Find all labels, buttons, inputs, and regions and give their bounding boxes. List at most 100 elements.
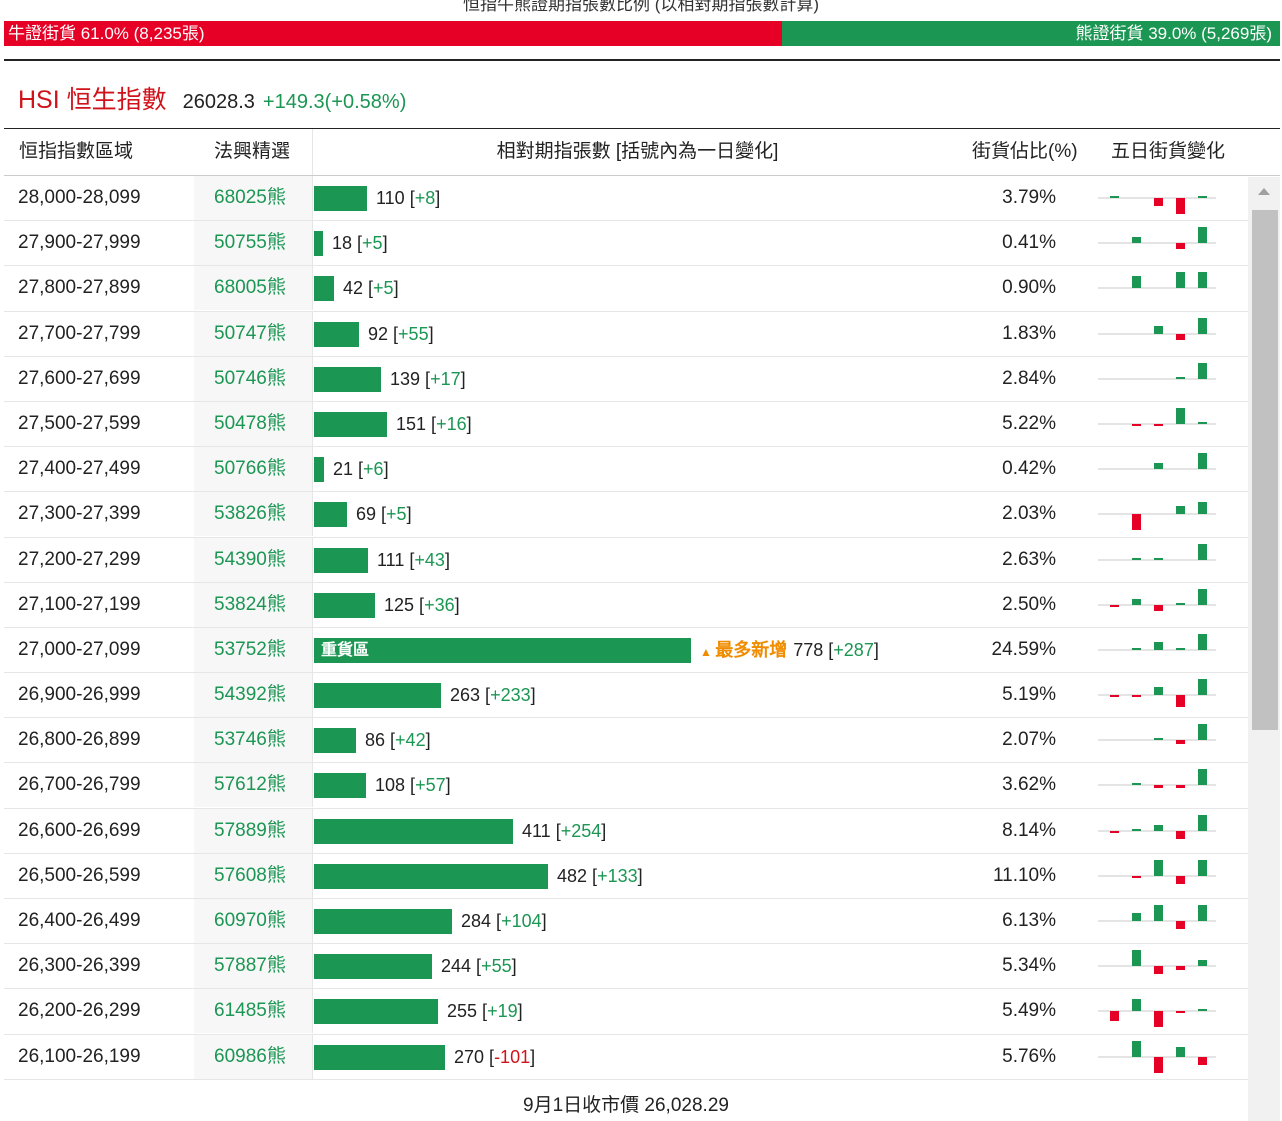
sparkline-bar: [1154, 641, 1163, 650]
sparkline-bar: [1198, 769, 1207, 786]
outstanding-ratio: 5.22%: [1002, 412, 1056, 434]
contracts-cell: 18 [+5]: [312, 221, 952, 266]
warrant-code-link[interactable]: 61485熊: [194, 989, 312, 1034]
one-day-change: +57: [415, 775, 446, 796]
scrollbar-thumb[interactable]: [1252, 210, 1278, 730]
sparkline-bar: [1176, 376, 1185, 379]
sparkline-bar: [1154, 966, 1163, 975]
one-day-change: +104: [501, 911, 542, 931]
sparkline-bar: [1110, 1011, 1119, 1022]
contract-count: 110: [376, 188, 405, 208]
contracts-label: 42 [+5]: [343, 278, 399, 299]
warrant-code-link[interactable]: 54392熊: [194, 673, 312, 718]
contracts-bar: [314, 411, 387, 437]
contracts-bar: [314, 954, 432, 980]
contracts-cell: 255 [+19]: [312, 989, 952, 1034]
sparkline-bar: [1110, 196, 1119, 198]
index-range: 27,900-27,999: [18, 232, 141, 254]
scroll-up-arrow-icon[interactable]: [1258, 188, 1270, 195]
warrant-code-link[interactable]: 57887熊: [194, 944, 312, 989]
sparkline-bar: [1154, 687, 1163, 696]
contracts-bar: [314, 1044, 445, 1070]
contracts-cell: 482 [+133]: [312, 853, 952, 898]
contracts-bar: [314, 231, 323, 257]
warrant-code-link[interactable]: 54390熊: [194, 537, 312, 582]
one-day-change: +5: [362, 233, 383, 254]
sparkline-bar: [1176, 198, 1185, 214]
contracts-bar: [314, 366, 381, 392]
index-range: 27,100-27,199: [18, 593, 141, 615]
sparkline-bar: [1198, 317, 1207, 334]
outstanding-ratio: 0.90%: [1002, 277, 1056, 299]
sparkline-bar: [1198, 227, 1207, 244]
five-day-sparkline: [1098, 679, 1216, 708]
table-row: 27,900-27,999 50755熊 18 [+5] 0.41%: [4, 221, 1249, 267]
warrant-code-link[interactable]: 57608熊: [194, 853, 312, 898]
warrant-code-link[interactable]: 50478熊: [194, 401, 312, 446]
contracts-cell: 263 [+233]: [312, 673, 952, 718]
outstanding-ratio: 1.83%: [1002, 322, 1056, 344]
index-range: 27,300-27,399: [18, 503, 141, 525]
warrant-code-link[interactable]: 57612熊: [194, 763, 312, 808]
five-day-sparkline: [1098, 633, 1216, 651]
contracts-label: 244 [+55]: [441, 956, 517, 977]
warrant-code-link[interactable]: 50766熊: [194, 447, 312, 492]
warrant-code-link[interactable]: 53746熊: [194, 718, 312, 763]
sparkline-bar: [1198, 453, 1207, 470]
sparkline-bar: [1198, 362, 1207, 379]
sparkline-bar: [1132, 1040, 1141, 1057]
sparkline-bar: [1132, 783, 1141, 786]
contract-count: 111: [377, 549, 405, 570]
index-range: 27,400-27,499: [18, 458, 141, 480]
warrant-code-link[interactable]: 53826熊: [194, 492, 312, 537]
one-day-change: +5: [386, 504, 407, 525]
warrant-code-link[interactable]: 68025熊: [194, 176, 312, 220]
contracts-label: 86 [+42]: [365, 730, 431, 751]
five-day-sparkline: [1098, 453, 1216, 470]
index-range: 27,700-27,799: [18, 322, 141, 344]
up-triangle-icon: ▲: [700, 644, 716, 659]
bear-distribution-table: 恒指指數區域 法興精選 相對期指張數 [括號內為一日變化] 街貨佔比(%) 五日…: [4, 128, 1280, 1080]
sparkline-bar: [1198, 859, 1207, 876]
sparkline-bar: [1176, 1011, 1185, 1014]
sparkline-bar: [1132, 828, 1141, 831]
sparkline-bar: [1154, 423, 1163, 426]
sparkline-bar: [1198, 588, 1207, 605]
outstanding-ratio: 3.79%: [1002, 187, 1056, 208]
outstanding-ratio: 2.07%: [1002, 729, 1056, 751]
table-row: 26,400-26,499 60970熊 284 [+104] 6.13%: [4, 899, 1249, 945]
contracts-label: 270 [-101]: [454, 1046, 536, 1067]
table-row: 27,000-27,099 53752熊 重貨區 ▲ 最多新增 778 [+287] 24…: [4, 627, 1249, 674]
contracts-bar: [314, 728, 356, 754]
warrant-code-link[interactable]: 53752熊: [194, 627, 312, 672]
index-range: 26,100-26,199: [18, 1045, 141, 1067]
contract-count: 482: [557, 865, 588, 886]
sparkline-bar: [1110, 830, 1119, 833]
warrant-code-link[interactable]: 50746熊: [194, 356, 312, 401]
warrant-code-link[interactable]: 57889熊: [194, 808, 312, 853]
sparkline-bar: [1176, 740, 1185, 745]
outstanding-ratio: 8.14%: [1002, 819, 1056, 841]
index-range: 27,500-27,599: [18, 412, 141, 434]
sparkline-bar: [1132, 276, 1141, 289]
warrant-code-link[interactable]: 60986熊: [194, 1034, 312, 1079]
contract-count: 139: [390, 368, 421, 389]
contract-count: 18: [332, 233, 353, 254]
warrant-code-link[interactable]: 68005熊: [194, 266, 312, 311]
five-day-sparkline: [1098, 543, 1216, 560]
contracts-label: 108 [+57]: [375, 775, 451, 796]
contracts-label: 92 [+55]: [368, 323, 434, 344]
table-row: 26,300-26,399 57887熊 244 [+55] 5.34%: [4, 944, 1249, 990]
warrant-code-link[interactable]: 60970熊: [194, 899, 312, 943]
sparkline-bar: [1176, 506, 1185, 515]
five-day-sparkline: [1098, 905, 1216, 929]
warrant-code-link[interactable]: 50747熊: [194, 311, 312, 356]
warrant-code-link[interactable]: 53824熊: [194, 582, 312, 627]
contracts-bar: [314, 863, 548, 889]
most-added-badge: ▲ 最多新增: [700, 640, 787, 660]
sparkline-bar: [1154, 785, 1163, 789]
sparkline-bar: [1154, 604, 1163, 611]
sparkline-bar: [1198, 421, 1207, 424]
table-row: 26,900-26,999 54392熊 263 [+233] 5.19%: [4, 673, 1249, 719]
warrant-code-link[interactable]: 50755熊: [194, 221, 312, 266]
